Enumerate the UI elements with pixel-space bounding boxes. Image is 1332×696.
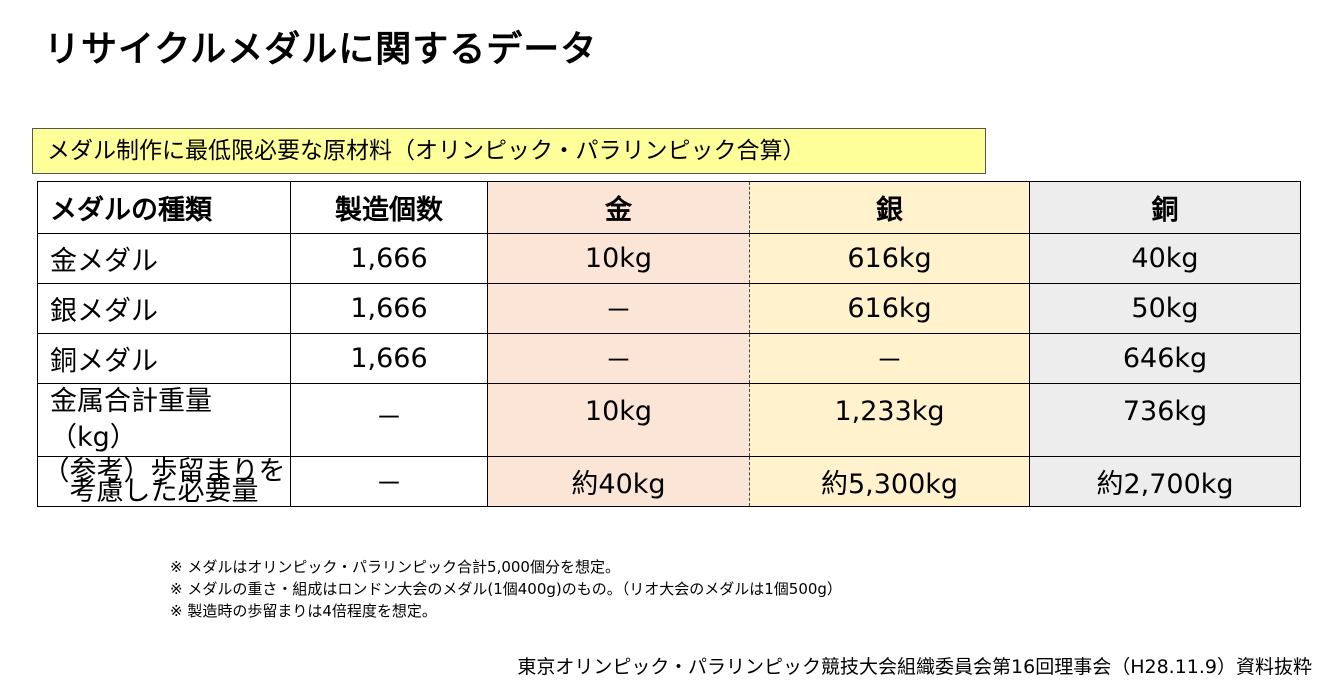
table-caption: メダル制作に最低限必要な原材料（オリンピック・パラリンピック合算） [32, 128, 986, 174]
cell-bronze: 40kg [1029, 233, 1301, 284]
footnote: ※ 製造時の歩留まりは4倍程度を想定。 [170, 602, 437, 620]
cell-medal-type: 銅メダル [37, 333, 291, 384]
total-label-line1: 金属合計重量 [50, 386, 212, 417]
table-row: 銅メダル 1,666 － － 646kg [37, 333, 1301, 384]
cell-total-label: 金属合計重量 （kg） [37, 383, 291, 457]
table-row: 金メダル 1,666 10kg 616kg 40kg [37, 233, 1301, 284]
header-medal-type: メダルの種類 [37, 181, 291, 234]
cell-silver: 約5,300kg [749, 456, 1030, 507]
cell-gold: 10kg [487, 233, 750, 284]
cell-count: － [290, 383, 488, 457]
header-silver: 銀 [749, 181, 1030, 234]
page-title: リサイクルメダルに関するデータ [44, 29, 598, 70]
cell-gold: 10kg [487, 383, 750, 457]
table-row-reference: （参考）歩留まりを考慮した必要量 － 約40kg 約5,300kg 約2,700… [37, 456, 1301, 507]
header-count: 製造個数 [290, 181, 488, 234]
cell-silver: － [749, 333, 1030, 384]
cell-bronze: 約2,700kg [1029, 456, 1301, 507]
table-header-row: メダルの種類 製造個数 金 銀 銅 [37, 181, 1301, 234]
medal-materials-table: メダルの種類 製造個数 金 銀 銅 金メダル 1,666 10kg 616kg … [37, 181, 1301, 507]
total-label-line2: （kg） [50, 422, 137, 453]
cell-count: － [290, 456, 488, 507]
cell-reference-label: （参考）歩留まりを考慮した必要量 [37, 456, 291, 507]
cell-medal-type: 銀メダル [37, 283, 291, 334]
cell-count: 1,666 [290, 283, 488, 334]
cell-bronze: 646kg [1029, 333, 1301, 384]
cell-count: 1,666 [290, 233, 488, 284]
header-bronze: 銅 [1029, 181, 1301, 234]
cell-bronze: 736kg [1029, 383, 1301, 457]
source-citation: 東京オリンピック・パラリンピック競技大会組織委員会第16回理事会（H28.11.… [517, 656, 1312, 678]
table-row: 銀メダル 1,666 － 616kg 50kg [37, 283, 1301, 334]
cell-gold: － [487, 333, 750, 384]
footnotes: ※ メダルはオリンピック・パラリンピック合計5,000個分を想定。 ※ メダルの… [170, 556, 842, 622]
footnote: ※ メダルはオリンピック・パラリンピック合計5,000個分を想定。 [170, 558, 620, 576]
header-gold: 金 [487, 181, 750, 234]
cell-count: 1,666 [290, 333, 488, 384]
cell-silver: 1,233kg [749, 383, 1030, 457]
cell-medal-type: 金メダル [37, 233, 291, 284]
cell-bronze: 50kg [1029, 283, 1301, 334]
footnote: ※ メダルの重さ・組成はロンドン大会のメダル(1個400g)のもの。（リオ大会の… [170, 580, 842, 598]
cell-silver: 616kg [749, 233, 1030, 284]
cell-gold: 約40kg [487, 456, 750, 507]
table-row-total: 金属合計重量 （kg） － 10kg 1,233kg 736kg [37, 383, 1301, 457]
cell-silver: 616kg [749, 283, 1030, 334]
cell-gold: － [487, 283, 750, 334]
